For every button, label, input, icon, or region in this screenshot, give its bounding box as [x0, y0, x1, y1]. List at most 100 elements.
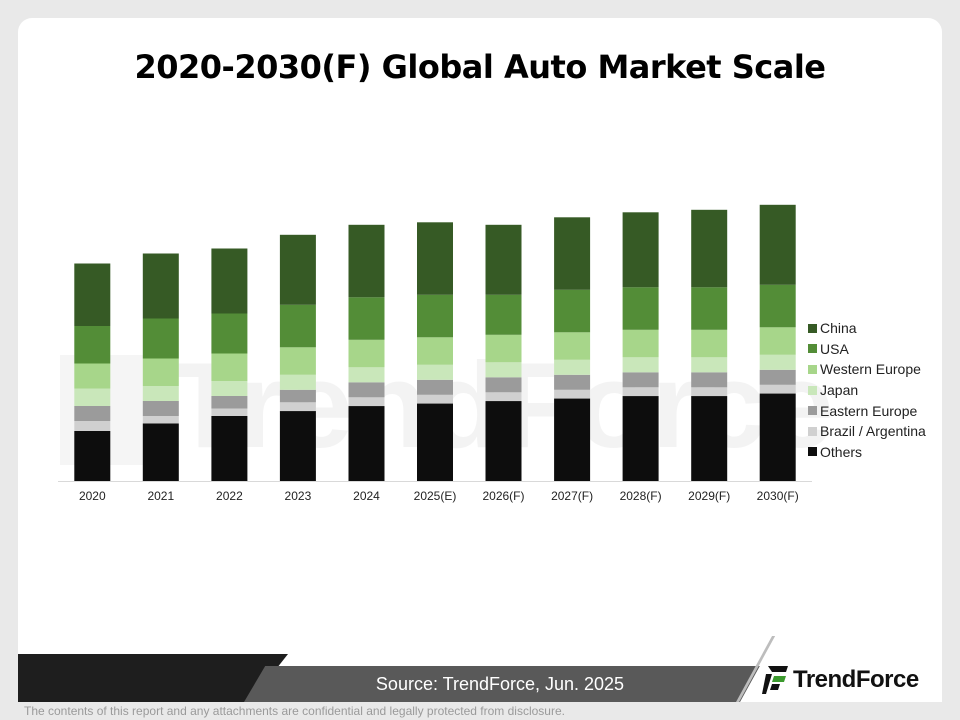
bar-segment-japan-2024 — [348, 367, 385, 383]
x-tick-label: 2023 — [285, 489, 312, 503]
bar-segment-others-2030(F) — [759, 393, 796, 481]
bar-segment-china-2028(F) — [622, 212, 659, 288]
bar-segment-china-2030(F) — [759, 204, 796, 285]
legend-swatch — [808, 323, 817, 333]
bar-segment-others-2026(F) — [485, 401, 522, 481]
bar-stack-2026(F) — [485, 224, 522, 481]
bar-segment-brazil-argentina-2021 — [142, 416, 179, 424]
bar-segment-japan-2027(F) — [554, 359, 591, 375]
bar-segment-brazil-argentina-2020 — [74, 421, 111, 431]
legend-label: Western Europe — [820, 361, 921, 378]
bar-segment-usa-2027(F) — [554, 289, 591, 333]
bar-segment-western-europe-2026(F) — [485, 334, 522, 363]
bar-segment-others-2028(F) — [622, 396, 659, 481]
disclaimer: The contents of this report and any atta… — [24, 704, 565, 718]
bar-segment-brazil-argentina-2024 — [348, 397, 385, 407]
legend-label: Others — [820, 443, 863, 460]
bar-segment-china-2023 — [279, 234, 316, 305]
bar-segment-eastern-europe-2024 — [348, 382, 385, 398]
bar-segment-china-2026(F) — [485, 224, 522, 295]
bar-segment-usa-2023 — [279, 304, 316, 348]
bar-segment-brazil-argentina-2025(E) — [417, 394, 453, 404]
legend-swatch — [808, 426, 817, 436]
bar-segment-usa-2026(F) — [485, 294, 522, 335]
bar-segment-western-europe-2028(F) — [622, 329, 659, 358]
legend-swatch — [808, 406, 817, 416]
bar-segment-others-2024 — [348, 406, 385, 481]
bar-segment-western-europe-2020 — [74, 363, 111, 389]
bar-stack-2030(F) — [759, 204, 796, 481]
footer-gray-band — [244, 666, 774, 702]
bar-segment-eastern-europe-2020 — [74, 406, 111, 421]
trendforce-logo: TrendForce — [762, 664, 919, 696]
bar-stack-2021 — [142, 253, 179, 481]
bar-segment-eastern-europe-2021 — [142, 401, 179, 416]
bar-segment-western-europe-2025(E) — [417, 337, 453, 365]
logo-text: TrendForce — [793, 666, 919, 693]
x-tick-label: 2027(F) — [551, 489, 593, 503]
legend-swatch — [808, 447, 817, 457]
legend-item: China — [808, 318, 958, 339]
x-tick-label: 2025(E) — [414, 489, 457, 503]
bar-stack-2024 — [348, 224, 385, 481]
bar-stack-2028(F) — [622, 212, 659, 481]
source-note: Source: TrendForce, Jun. 2025 — [375, 674, 625, 694]
bar-segment-others-2027(F) — [554, 398, 591, 481]
x-tick-label: 2020 — [79, 489, 106, 503]
legend-item: Japan — [808, 380, 958, 401]
bar-segment-eastern-europe-2025(E) — [417, 379, 453, 395]
bar-stack-2027(F) — [554, 217, 591, 481]
bar-segment-brazil-argentina-2027(F) — [554, 389, 591, 399]
bar-segment-usa-2025(E) — [417, 294, 453, 338]
bar-segment-brazil-argentina-2030(F) — [759, 384, 796, 394]
bar-segment-china-2025(E) — [417, 222, 453, 295]
bar-segment-japan-2028(F) — [622, 357, 659, 373]
bar-segment-eastern-europe-2026(F) — [485, 377, 522, 393]
bar-segment-china-2027(F) — [554, 217, 591, 290]
x-tick-label: 2024 — [353, 489, 380, 503]
footer-dark-band — [18, 654, 288, 702]
bar-segment-brazil-argentina-2022 — [211, 408, 248, 416]
bar-segment-japan-2030(F) — [759, 354, 796, 370]
bar-segment-china-2024 — [348, 224, 385, 298]
bar-stack-2023 — [279, 234, 316, 481]
legend-swatch — [808, 364, 817, 374]
chart-legend: China USA Western Europe Japan Eastern Europ… — [808, 318, 958, 462]
x-tick-label: 2026(F) — [482, 489, 524, 503]
bar-segment-others-2021 — [142, 423, 179, 481]
legend-item: Others — [808, 442, 958, 463]
bar-segment-brazil-argentina-2026(F) — [485, 392, 522, 402]
x-tick-label: 2030(F) — [757, 489, 799, 503]
bar-segment-china-2022 — [211, 248, 248, 314]
bar-stack-2020 — [74, 263, 111, 481]
legend-label: USA — [820, 340, 849, 357]
trendforce-logo-icon — [762, 666, 788, 694]
bar-segment-japan-2026(F) — [485, 362, 522, 378]
bar-segment-eastern-europe-2030(F) — [759, 369, 796, 385]
legend-swatch — [808, 385, 817, 395]
bar-segment-western-europe-2021 — [142, 358, 179, 386]
bar-segment-china-2020 — [74, 263, 111, 326]
bar-segment-eastern-europe-2023 — [279, 389, 316, 403]
bar-segment-eastern-europe-2022 — [211, 396, 248, 409]
bar-segment-eastern-europe-2029(F) — [691, 372, 728, 388]
bar-segment-brazil-argentina-2023 — [279, 402, 316, 412]
x-tick-label: 2028(F) — [620, 489, 662, 503]
bar-segment-china-2029(F) — [691, 209, 728, 288]
legend-swatch — [808, 344, 817, 354]
bar-segment-japan-2021 — [142, 386, 179, 401]
bar-segment-eastern-europe-2027(F) — [554, 374, 591, 390]
bar-segment-others-2020 — [74, 431, 111, 481]
x-tick-label: 2021 — [147, 489, 174, 503]
bar-segment-brazil-argentina-2028(F) — [622, 387, 659, 397]
legend-label: Japan — [820, 382, 859, 399]
bar-segment-china-2021 — [142, 253, 179, 319]
x-tick-label: 2022 — [216, 489, 243, 503]
legend-item: Western Europe — [808, 359, 958, 380]
bar-segment-usa-2029(F) — [691, 287, 728, 330]
legend-item: USA — [808, 339, 958, 360]
bar-segment-others-2029(F) — [691, 396, 728, 481]
bar-segment-japan-2022 — [211, 381, 248, 396]
bar-segment-western-europe-2023 — [279, 347, 316, 375]
